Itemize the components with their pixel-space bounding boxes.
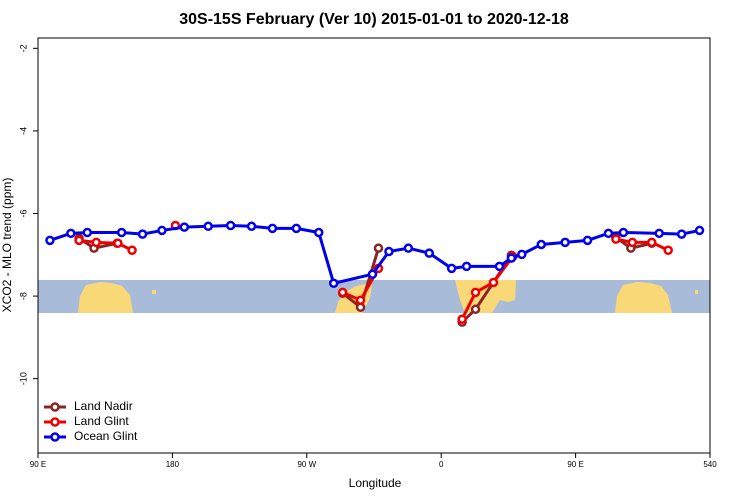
point: [291, 223, 302, 234]
legend-label: Land Nadir: [74, 399, 133, 413]
point: [506, 253, 517, 263]
point: [384, 246, 394, 257]
point: [113, 238, 123, 248]
legend-marker: [50, 402, 60, 412]
point: [225, 220, 236, 231]
x-tick-label: 90 W: [297, 460, 316, 469]
point: [355, 295, 366, 305]
point: [494, 261, 505, 272]
y-tick-label: -10: [18, 372, 28, 385]
point: [403, 243, 414, 253]
point: [267, 223, 278, 234]
point: [91, 237, 101, 248]
x-axis-label: Longitude: [349, 476, 402, 490]
point: [560, 237, 570, 248]
point: [313, 227, 324, 238]
point: [367, 269, 378, 279]
point: [424, 248, 435, 258]
point: [457, 314, 467, 324]
point: [627, 237, 638, 248]
y-tick-label: -2: [18, 44, 28, 52]
y-axis-label: XCO2 - MLO trend (ppm): [0, 178, 14, 313]
point: [203, 221, 213, 232]
point: [45, 235, 55, 246]
legend-marker: [50, 432, 60, 442]
point: [157, 225, 167, 236]
point: [373, 243, 384, 253]
point: [446, 263, 457, 274]
point: [116, 227, 127, 238]
point: [582, 235, 593, 246]
legend-label: Land Glint: [74, 414, 129, 428]
point: [246, 221, 257, 232]
point: [603, 228, 614, 239]
point: [179, 222, 190, 232]
x-tick-label: 0: [439, 460, 444, 469]
point: [82, 227, 93, 238]
point: [654, 228, 664, 239]
point: [74, 235, 84, 246]
point: [137, 229, 148, 239]
point: [66, 228, 76, 239]
point: [470, 287, 481, 298]
point: [488, 277, 499, 288]
legend-label: Ocean Glint: [74, 429, 138, 443]
x-tick-label: 180: [166, 460, 180, 469]
y-tick-label: -6: [18, 209, 28, 217]
point: [663, 245, 673, 255]
y-tick-label: -8: [18, 292, 28, 300]
point: [647, 237, 657, 248]
map-strip: [38, 280, 710, 313]
point: [127, 245, 137, 255]
point: [517, 249, 527, 260]
point: [536, 239, 547, 250]
point: [618, 227, 629, 238]
point: [328, 278, 339, 289]
point: [694, 225, 705, 236]
point: [676, 229, 687, 239]
x-tick-label: 90 E: [567, 460, 583, 469]
x-tick-label: 540: [703, 460, 717, 469]
point: [337, 287, 348, 298]
legend-marker: [50, 417, 60, 427]
chart-title: 30S-15S February (Ver 10) 2015-01-01 to …: [179, 11, 569, 28]
point: [611, 234, 621, 244]
point: [470, 304, 481, 315]
x-tick-label: 90 E: [30, 460, 46, 469]
plot-frame: [37, 37, 711, 454]
point: [461, 261, 472, 272]
y-tick-label: -4: [18, 127, 28, 135]
